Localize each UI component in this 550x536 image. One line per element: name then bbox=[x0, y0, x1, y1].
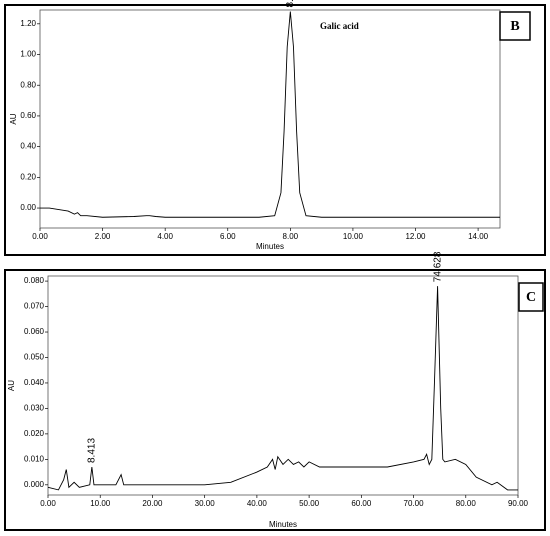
peak-label: 74.628 bbox=[432, 251, 443, 282]
x-tick-label: 2.00 bbox=[95, 232, 111, 241]
y-tick-label: 0.80 bbox=[20, 80, 36, 89]
y-tick-label: 0.020 bbox=[24, 429, 45, 438]
peak-label: 8.002 bbox=[285, 0, 296, 8]
x-tick-label: 40.00 bbox=[247, 499, 268, 508]
y-tick-label: 0.000 bbox=[24, 480, 45, 489]
plot-area bbox=[47, 275, 519, 496]
x-tick-label: 10.00 bbox=[90, 499, 111, 508]
y-tick-label: 0.00 bbox=[20, 203, 36, 212]
compound-name: Galic acid bbox=[320, 21, 359, 31]
y-tick-label: 0.070 bbox=[24, 302, 45, 311]
y-tick-label: 0.40 bbox=[20, 142, 36, 151]
x-tick-label: 80.00 bbox=[456, 499, 477, 508]
x-tick-label: 60.00 bbox=[351, 499, 372, 508]
x-tick-label: 0.00 bbox=[32, 232, 48, 241]
y-tick-label: 0.060 bbox=[24, 327, 45, 336]
plot-area bbox=[39, 9, 501, 229]
x-axis-label: Minutes bbox=[269, 520, 297, 529]
chromatogram-line bbox=[47, 286, 518, 491]
panel-label-box bbox=[518, 282, 544, 312]
x-tick-label: 20.00 bbox=[142, 499, 163, 508]
chromatogram-line bbox=[40, 11, 500, 218]
y-axis-label: AU bbox=[7, 380, 16, 391]
x-tick-label: 70.00 bbox=[404, 499, 425, 508]
y-tick-label: 0.010 bbox=[24, 454, 45, 463]
panel-border bbox=[4, 4, 546, 256]
x-tick-label: 14.00 bbox=[468, 232, 489, 241]
y-tick-label: 0.030 bbox=[24, 404, 45, 413]
x-tick-label: 50.00 bbox=[299, 499, 320, 508]
x-tick-label: 12.00 bbox=[405, 232, 426, 241]
y-tick-label: 0.050 bbox=[24, 353, 45, 362]
x-tick-label: 10.00 bbox=[343, 232, 364, 241]
y-axis-label: AU bbox=[9, 113, 18, 124]
y-tick-label: 1.00 bbox=[20, 50, 36, 59]
panel-border bbox=[4, 269, 546, 531]
x-tick-label: 6.00 bbox=[220, 232, 236, 241]
y-tick-label: 0.20 bbox=[20, 172, 36, 181]
panel-label: C bbox=[526, 290, 536, 305]
y-tick-label: 1.20 bbox=[20, 19, 36, 28]
x-tick-label: 90.00 bbox=[508, 499, 529, 508]
y-tick-label: 0.080 bbox=[24, 276, 45, 285]
x-axis-label: Minutes bbox=[256, 242, 284, 251]
panel-label-box bbox=[499, 11, 531, 41]
x-tick-label: 0.00 bbox=[40, 499, 56, 508]
y-tick-label: 0.040 bbox=[24, 378, 45, 387]
panel-label: B bbox=[510, 19, 519, 34]
x-tick-label: 4.00 bbox=[157, 232, 173, 241]
peak-label: 8.413 bbox=[87, 438, 98, 463]
y-tick-label: 0.60 bbox=[20, 111, 36, 120]
x-tick-label: 8.00 bbox=[283, 232, 299, 241]
x-tick-label: 30.00 bbox=[195, 499, 216, 508]
